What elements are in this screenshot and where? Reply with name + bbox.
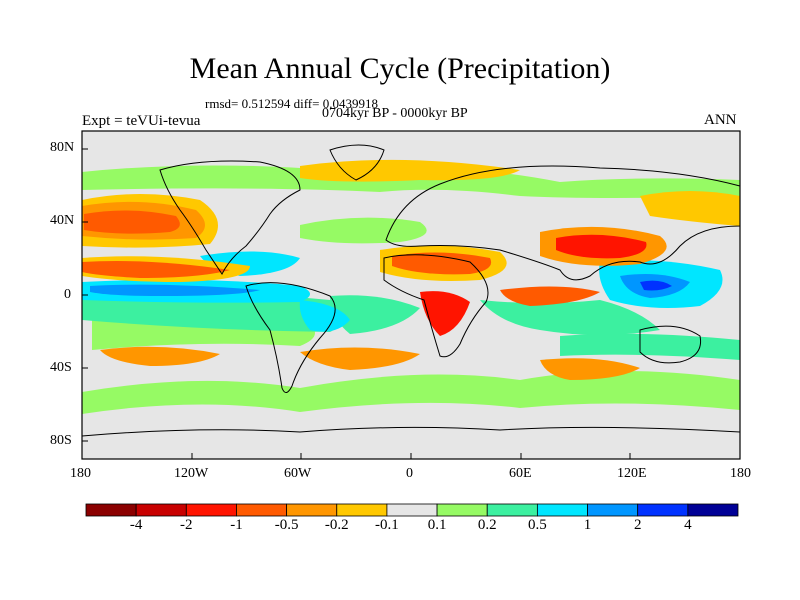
lon-label-60e: 60E <box>509 466 532 481</box>
field-red-npacific <box>84 210 180 234</box>
colorbar-label: -1 <box>230 517 243 533</box>
coast-australia <box>639 325 702 364</box>
field-red-subtropics <box>82 261 230 278</box>
field-green-south <box>82 371 740 414</box>
field-red-sahara <box>392 252 492 275</box>
coast-south-america <box>245 282 336 393</box>
colorbar-swatch <box>185 503 237 517</box>
colorbar-swatch <box>637 503 689 517</box>
colorbar-label: 0.2 <box>477 517 497 533</box>
colorbar-label: -4 <box>129 517 143 533</box>
colorbar-swatch <box>436 503 488 517</box>
coast-antarctica <box>81 426 741 437</box>
colorbar-label: -2 <box>180 517 193 533</box>
lat-label-80s: 80S <box>50 433 72 448</box>
colorbar-swatch <box>536 503 588 517</box>
stats-label: rmsd= 0.512594 diff= 0.0439918 <box>205 96 378 111</box>
colorbar-label: 0.1 <box>427 517 447 533</box>
field-green-north <box>82 165 740 198</box>
colorbar-swatch <box>286 503 338 517</box>
colorbar-swatch <box>687 503 739 517</box>
colorbar <box>85 503 739 517</box>
field-yellow-npac-east <box>640 191 740 226</box>
field-orange-south-ind <box>540 358 640 380</box>
coast-greenland <box>329 144 385 181</box>
colorbar-swatch <box>486 503 538 517</box>
field-teal-south <box>560 333 740 360</box>
colorbar-label: -0.1 <box>375 517 399 533</box>
lat-label-40n: 40N <box>50 213 75 228</box>
colorbar-swatch <box>386 503 438 517</box>
axis-ticks <box>81 148 741 459</box>
colorbar-swatch <box>135 503 187 517</box>
coastlines <box>81 144 741 437</box>
lon-label-120w: 120W <box>174 466 209 481</box>
colorbar-label: -0.2 <box>324 517 349 533</box>
field-cyan-brazil <box>299 300 350 332</box>
period-label: 0704kyr BP - 0000kyr BP <box>322 106 468 121</box>
lon-label-60w: 60W <box>284 466 312 481</box>
colorbar-label: 4 <box>684 517 692 533</box>
field-orange-south-pac <box>100 346 220 366</box>
lon-label-180w: 180 <box>70 466 91 481</box>
colorbar-swatch <box>236 503 288 517</box>
colorbar-label: -0.5 <box>274 517 299 533</box>
coast-north-america <box>159 160 301 275</box>
field-teal-pacific <box>82 292 345 332</box>
field-red-asia <box>556 234 647 259</box>
field-orange-indian <box>500 286 600 306</box>
lat-label-0: 0 <box>64 287 71 302</box>
field-darkblue-maritime <box>640 280 672 291</box>
colorbar-swatch <box>336 503 388 517</box>
field-green-midlat <box>300 217 427 244</box>
season-label: ANN <box>704 112 737 128</box>
coast-africa <box>383 254 489 358</box>
colorbar-label: 2 <box>633 517 642 533</box>
field-teal-atlantic <box>330 295 420 334</box>
field-blue-eq-pacific <box>90 284 260 296</box>
colorbar-label: 0.5 <box>528 517 547 533</box>
colorbar-swatch <box>85 503 137 517</box>
lon-label-0: 0 <box>406 466 413 481</box>
field-orange-south-atl <box>300 347 420 370</box>
lat-label-80n: 80N <box>50 140 75 155</box>
experiment-label: Expt = teVUi-tevua <box>82 113 201 129</box>
lon-label-120e: 120E <box>617 466 647 481</box>
field-red-africa <box>420 291 470 336</box>
colorbar-label: 1 <box>583 517 592 533</box>
plot-title: Mean Annual Cycle (Precipitation) <box>189 52 611 85</box>
colorbar-swatch <box>587 503 639 517</box>
field-teal-indian <box>480 300 660 335</box>
lat-label-40s: 40S <box>50 360 72 375</box>
coast-eurasia <box>385 165 741 281</box>
lon-label-180e: 180 <box>730 466 751 481</box>
